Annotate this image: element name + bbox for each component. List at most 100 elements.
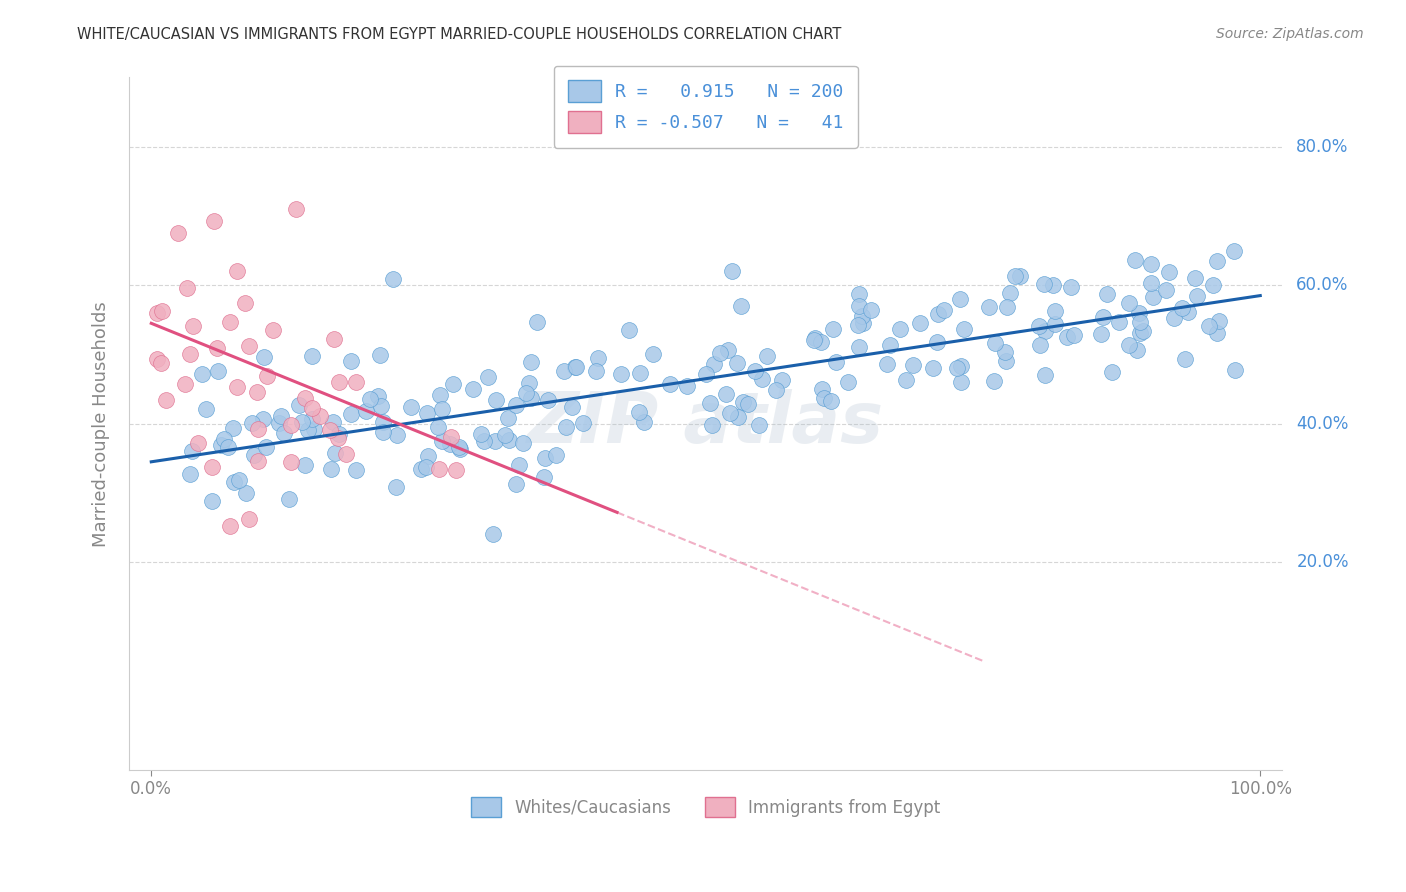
Point	[695, 368, 717, 382]
Point	[432, 434, 454, 448]
Point	[1223, 244, 1246, 258]
Point	[553, 364, 575, 378]
Point	[1033, 368, 1056, 383]
Point	[1029, 338, 1052, 352]
Point	[440, 430, 463, 444]
Point	[1123, 252, 1146, 267]
Point	[409, 461, 432, 475]
Point	[744, 363, 766, 377]
Point	[238, 512, 260, 526]
Point	[385, 479, 408, 493]
Point	[173, 377, 195, 392]
Point	[235, 486, 257, 500]
Point	[200, 493, 222, 508]
Point	[326, 431, 349, 445]
Point	[879, 338, 901, 352]
Point	[718, 406, 741, 420]
Point	[813, 391, 835, 405]
Point	[277, 491, 299, 506]
Point	[810, 334, 832, 349]
Point	[238, 338, 260, 352]
Point	[1060, 280, 1083, 294]
Point	[207, 364, 229, 378]
Point	[319, 462, 342, 476]
Point	[179, 467, 201, 481]
Point	[1157, 265, 1180, 279]
Point	[385, 428, 408, 442]
Point	[195, 402, 218, 417]
Point	[1042, 278, 1064, 293]
Point	[643, 347, 665, 361]
Point	[1177, 305, 1199, 319]
Point	[998, 285, 1021, 300]
Point	[949, 292, 972, 306]
Point	[354, 404, 377, 418]
Point	[273, 425, 295, 440]
Point	[848, 299, 870, 313]
Point	[219, 315, 242, 329]
Point	[526, 315, 548, 329]
Point	[1206, 326, 1229, 341]
Point	[946, 361, 969, 376]
Point	[304, 422, 326, 436]
Point	[725, 356, 748, 370]
Point	[585, 364, 607, 378]
Point	[439, 437, 461, 451]
Point	[555, 420, 578, 434]
Point	[1118, 296, 1140, 310]
Point	[537, 392, 560, 407]
Point	[703, 357, 725, 371]
Point	[1201, 277, 1223, 292]
Point	[804, 331, 827, 345]
Point	[280, 418, 302, 433]
Point	[534, 450, 557, 465]
Point	[1128, 306, 1150, 320]
Point	[977, 300, 1000, 314]
Point	[323, 446, 346, 460]
Point	[1163, 311, 1185, 326]
Point	[339, 354, 361, 368]
Point	[520, 354, 543, 368]
Point	[515, 386, 537, 401]
Point	[1118, 338, 1140, 352]
Point	[319, 423, 342, 437]
Point	[927, 307, 949, 321]
Point	[429, 388, 451, 402]
Point	[820, 393, 842, 408]
Point	[1208, 313, 1230, 327]
Point	[572, 416, 595, 430]
Point	[373, 415, 395, 429]
Point	[472, 434, 495, 449]
Point	[803, 333, 825, 347]
Point	[301, 411, 323, 425]
Point	[889, 322, 911, 336]
Point	[477, 370, 499, 384]
Point	[727, 410, 749, 425]
Point	[449, 440, 471, 454]
Point	[370, 399, 392, 413]
Point	[446, 463, 468, 477]
Point	[217, 440, 239, 454]
Point	[848, 286, 870, 301]
Point	[288, 398, 311, 412]
Point	[852, 316, 875, 330]
Point	[270, 409, 292, 424]
Point	[995, 301, 1018, 315]
Point	[382, 272, 405, 286]
Point	[994, 354, 1017, 368]
Point	[176, 281, 198, 295]
Point	[983, 374, 1005, 388]
Point	[243, 448, 266, 462]
Point	[256, 440, 278, 454]
Point	[179, 347, 201, 361]
Point	[533, 470, 555, 484]
Point	[297, 423, 319, 437]
Point	[1185, 289, 1208, 303]
Point	[949, 375, 972, 389]
Point	[225, 379, 247, 393]
Point	[1142, 290, 1164, 304]
Point	[482, 527, 505, 541]
Point	[146, 305, 169, 319]
Point	[155, 393, 177, 408]
Point	[166, 226, 188, 240]
